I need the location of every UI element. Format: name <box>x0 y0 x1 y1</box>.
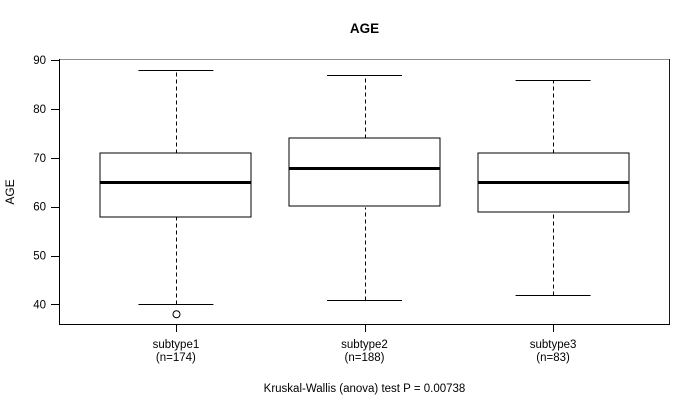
y-tick-label-50: 50 <box>33 251 46 263</box>
annotation-text: Kruskal-Wallis (anova) test P = 0.00738 <box>264 383 466 395</box>
plot-content: 40 50 60 70 80 90 subtype1(n=174) subtype2(n=18… <box>33 55 630 364</box>
group-label-subtype1: subtype1 <box>153 339 200 351</box>
chart-title: AGE <box>350 21 379 36</box>
y-tick-label-60: 60 <box>33 202 46 214</box>
y-tick-label-80: 80 <box>33 104 46 116</box>
y-axis-label: AGE <box>3 179 17 204</box>
group-n-label-subtype2: (n=188) <box>345 352 385 364</box>
plot-frame <box>59 59 670 325</box>
outlier-point-subtype1-0 <box>172 310 181 319</box>
y-tick-label-70: 70 <box>33 153 46 165</box>
box-subtype1 <box>99 152 252 218</box>
group-n-label-subtype1: (n=174) <box>156 352 196 364</box>
group-label-subtype3: subtype3 <box>530 339 577 351</box>
group-n-label-subtype3: (n=83) <box>536 352 570 364</box>
box-subtype2 <box>288 137 441 207</box>
y-tick-label-90: 90 <box>33 55 46 67</box>
y-tick-label-40: 40 <box>33 299 46 311</box>
group-label-subtype2: subtype2 <box>341 339 388 351</box>
